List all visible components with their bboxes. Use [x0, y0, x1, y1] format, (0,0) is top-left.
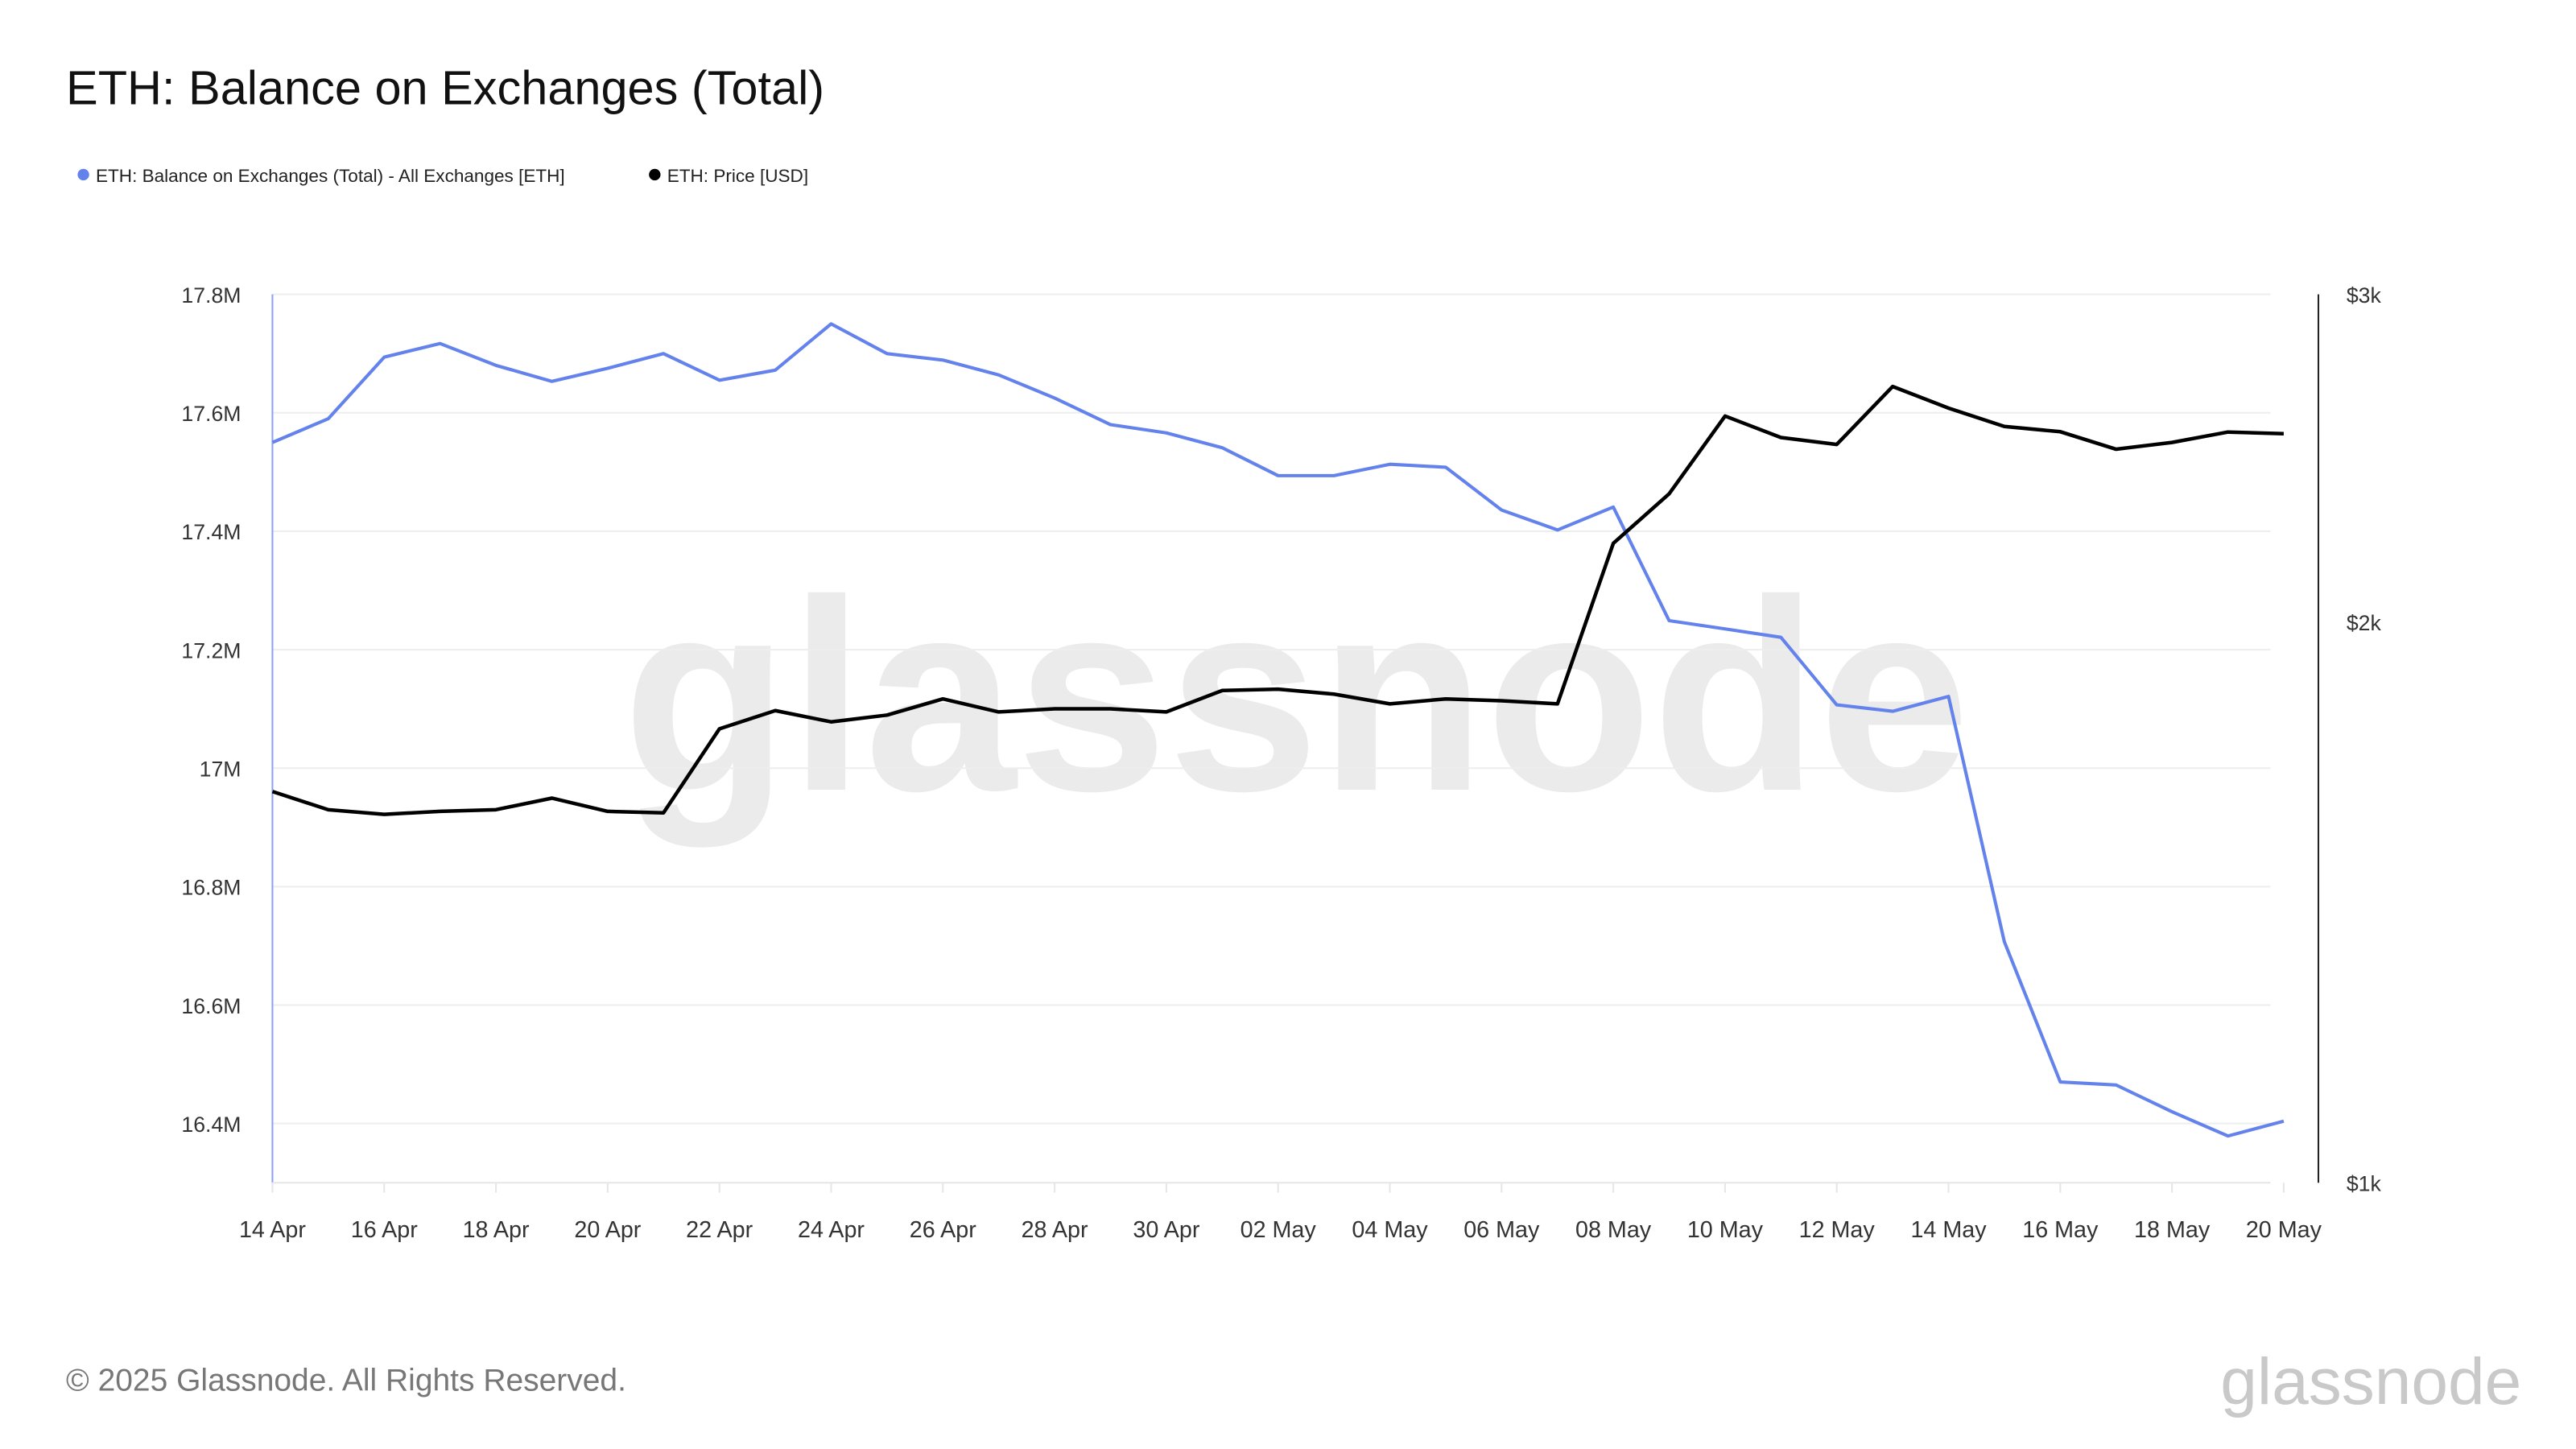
x-tick-label: 18 May — [2134, 1217, 2211, 1243]
y-right-tick-label: $1k — [2347, 1171, 2382, 1195]
x-tick-label: 16 Apr — [351, 1217, 418, 1243]
x-tick-label: 08 May — [1575, 1217, 1652, 1243]
x-tick-label: 22 Apr — [686, 1217, 753, 1243]
balance-series-line — [271, 322, 2285, 1138]
y-left-tick-label: 16.4M — [181, 1113, 241, 1137]
x-tick-label: 14 Apr — [239, 1217, 306, 1243]
x-tick-label: 20 Apr — [574, 1217, 641, 1243]
price-series-line — [271, 384, 2284, 816]
legend-label-balance[interactable]: ETH: Balance on Exchanges (Total) - All … — [96, 166, 565, 186]
x-tick-label: 28 Apr — [1022, 1217, 1088, 1243]
x-tick-label: 06 May — [1463, 1217, 1540, 1243]
y-left-tick-label: 16.6M — [181, 994, 241, 1018]
y-left-tick-label: 16.8M — [181, 876, 241, 900]
copyright-text: © 2025 Glassnode. All Rights Reserved. — [66, 1364, 626, 1398]
watermark: glassnode — [622, 543, 1970, 849]
legend-marker-balance — [77, 168, 89, 181]
legend-label-price[interactable]: ETH: Price [USD] — [667, 166, 808, 186]
x-tick-label: 10 May — [1687, 1217, 1764, 1243]
y-left-tick-label: 17.4M — [181, 520, 241, 544]
glassnode-logo: glassnode — [2220, 1345, 2521, 1418]
x-tick-label: 02 May — [1241, 1217, 1317, 1243]
y-right-tick-label: $3k — [2347, 283, 2382, 308]
x-tick-label: 16 May — [2022, 1217, 2099, 1243]
y-left-tick-label: 17.8M — [181, 283, 241, 308]
legend: ETH: Balance on Exchanges (Total) - All … — [77, 166, 808, 186]
x-tick-label: 12 May — [1799, 1217, 1876, 1243]
x-tick-label: 14 May — [1910, 1217, 1987, 1243]
x-tick-label: 18 Apr — [463, 1217, 530, 1243]
y-left-tick-label: 17M — [200, 757, 242, 781]
chart-title: ETH: Balance on Exchanges (Total) — [66, 61, 824, 115]
y-left-tick-label: 17.2M — [181, 638, 241, 663]
legend-marker-price — [649, 168, 661, 181]
x-tick-label: 04 May — [1352, 1217, 1428, 1243]
x-tick-label: 24 Apr — [798, 1217, 865, 1243]
x-tick-label: 30 Apr — [1133, 1217, 1199, 1243]
y-right-tick-label: $2k — [2347, 611, 2382, 635]
y-left-tick-label: 17.6M — [181, 402, 241, 426]
x-tick-label: 26 Apr — [910, 1217, 976, 1243]
x-tick-label: 20 May — [2246, 1217, 2322, 1243]
